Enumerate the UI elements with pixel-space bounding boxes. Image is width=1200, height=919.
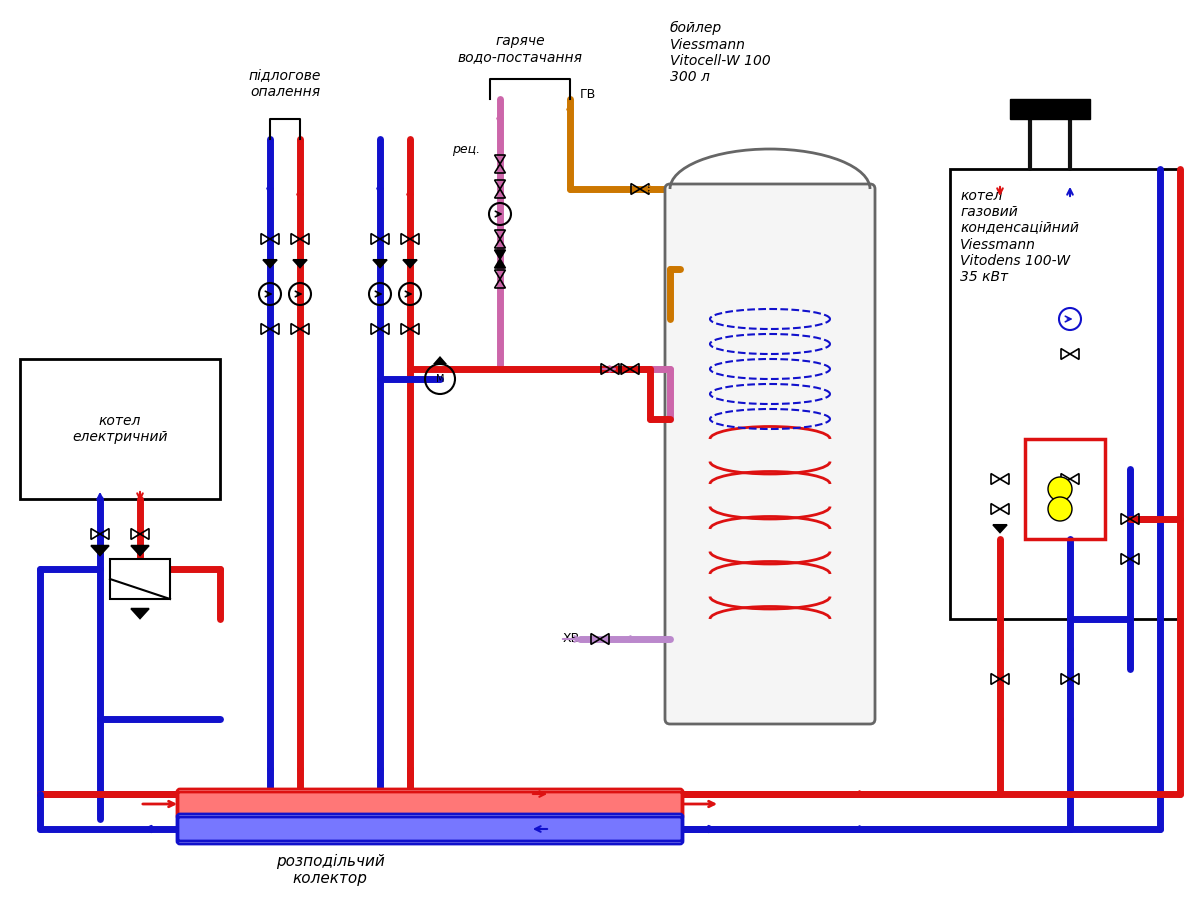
Bar — [1025, 439, 1105, 539]
Bar — [950, 169, 1180, 619]
Text: бойлер
Viessmann
Vitocell-W 100
300 л: бойлер Viessmann Vitocell-W 100 300 л — [670, 21, 770, 84]
Polygon shape — [494, 250, 505, 259]
FancyBboxPatch shape — [178, 814, 683, 844]
FancyBboxPatch shape — [665, 184, 875, 724]
Text: підлогове
опалення: підлогове опалення — [248, 69, 322, 99]
Text: котел
електричний: котел електричний — [72, 414, 168, 444]
Polygon shape — [403, 260, 418, 267]
Bar — [110, 559, 170, 599]
Bar — [1010, 99, 1090, 119]
Polygon shape — [994, 525, 1007, 532]
Polygon shape — [91, 546, 109, 555]
Text: M: M — [436, 374, 444, 384]
FancyBboxPatch shape — [178, 789, 683, 819]
Circle shape — [1048, 477, 1072, 501]
Polygon shape — [263, 260, 277, 267]
Polygon shape — [293, 260, 307, 267]
Polygon shape — [131, 546, 149, 555]
Bar — [20, 359, 220, 499]
Text: рец.: рец. — [452, 142, 480, 155]
FancyBboxPatch shape — [178, 817, 682, 841]
Polygon shape — [494, 259, 505, 268]
FancyBboxPatch shape — [178, 792, 682, 816]
Text: розподільчий
колектор: розподільчий колектор — [276, 854, 384, 887]
Text: гаряче
водо-постачання: гаряче водо-постачання — [457, 34, 582, 64]
Text: ХВ: ХВ — [563, 632, 580, 645]
Text: ГВ: ГВ — [580, 87, 596, 100]
Text: котел
газовий
конденсаційний
Viessmann
Vitodens 100-W
35 кВт: котел газовий конденсаційний Viessmann V… — [960, 189, 1079, 284]
Circle shape — [1048, 497, 1072, 521]
Polygon shape — [433, 356, 446, 364]
Polygon shape — [131, 608, 149, 618]
Polygon shape — [373, 260, 386, 267]
